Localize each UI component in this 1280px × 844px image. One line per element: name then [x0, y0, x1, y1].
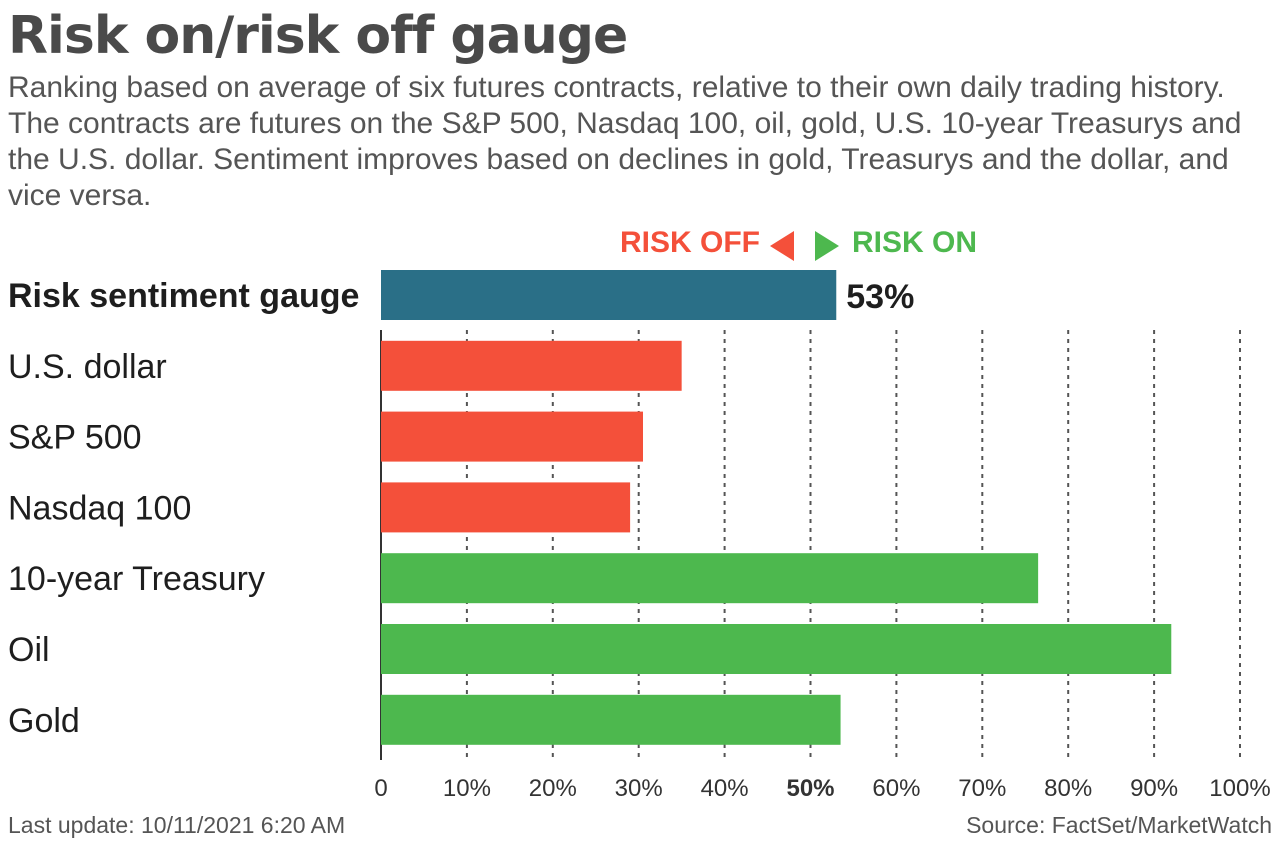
- category-label: Risk sentiment gauge: [8, 277, 359, 315]
- category-label: 10-year Treasury: [8, 560, 265, 598]
- risk-legend: RISK OFF RISK ON: [0, 226, 1280, 266]
- x-tick-label: 30%: [615, 775, 663, 802]
- bar: [381, 270, 837, 320]
- source-credit: Source: FactSet/MarketWatch: [966, 812, 1272, 838]
- chart-subtitle: Ranking based on average of six futures …: [8, 71, 1242, 212]
- left-arrow-icon: [770, 231, 794, 261]
- category-label: S&P 500: [8, 419, 142, 457]
- x-tick-label: 80%: [1044, 775, 1092, 802]
- last-update: Last update: 10/11/2021 6:20 AM: [8, 812, 346, 838]
- x-tick-label: 50%: [786, 775, 834, 802]
- x-tick-label: 40%: [701, 775, 749, 802]
- category-label: Gold: [8, 702, 80, 740]
- right-arrow-icon: [815, 231, 839, 261]
- x-tick-label: 90%: [1130, 775, 1178, 802]
- bar: [381, 624, 1172, 674]
- x-tick-label: 0: [374, 775, 387, 802]
- data-label: 53%: [846, 278, 914, 316]
- category-label: Nasdaq 100: [8, 489, 191, 527]
- x-tick-label: 100%: [1209, 775, 1270, 802]
- bar: [381, 694, 841, 745]
- x-tick-label: 20%: [529, 775, 577, 802]
- risk-on-label: RISK ON: [852, 226, 978, 259]
- bar: [381, 340, 682, 391]
- category-label: U.S. dollar: [8, 348, 167, 386]
- bar: [381, 482, 631, 533]
- x-tick-label: 60%: [872, 775, 920, 802]
- x-tick-label: 70%: [958, 775, 1006, 802]
- chart-title: Risk on/risk off gauge: [8, 6, 628, 66]
- bar: [381, 553, 1039, 604]
- bar: [381, 411, 643, 462]
- x-tick-label: 10%: [443, 775, 491, 802]
- category-label: Oil: [8, 631, 50, 669]
- risk-off-label: RISK OFF: [620, 226, 760, 259]
